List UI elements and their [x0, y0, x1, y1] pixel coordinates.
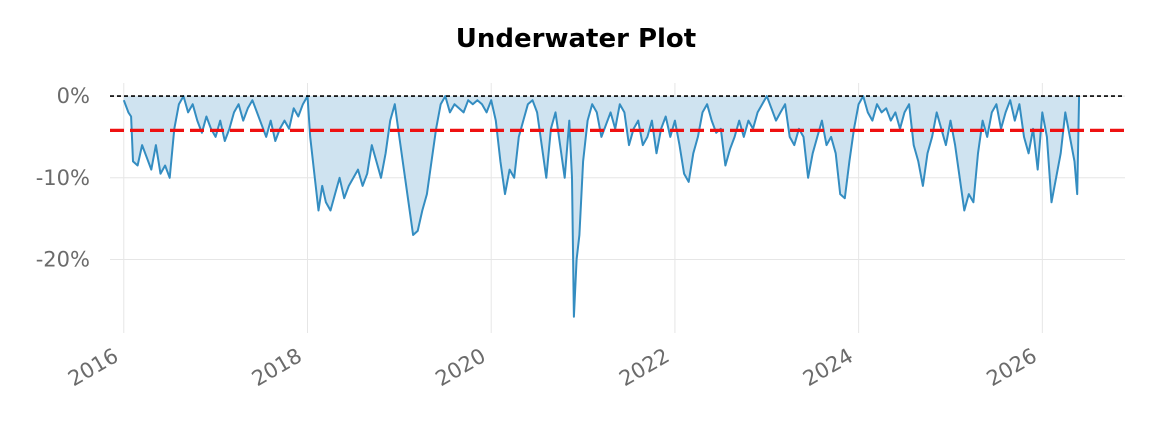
drawdown-fill — [123, 96, 1080, 317]
y-axis-ticks: 0% -10% -20% — [36, 84, 90, 271]
y-tick-label: -10% — [36, 166, 90, 190]
x-tick-label: 2018 — [248, 344, 306, 392]
chart-title: Underwater Plot — [456, 24, 696, 54]
y-tick-label: -20% — [36, 247, 90, 271]
x-tick-label: 2020 — [431, 344, 489, 392]
y-tick-label: 0% — [57, 84, 90, 108]
x-tick-label: 2026 — [983, 344, 1041, 392]
reference-lines — [110, 95, 1125, 132]
x-axis-ticks: 2016 2018 2020 2022 2024 2026 — [64, 344, 1041, 392]
x-tick-label: 2022 — [615, 344, 673, 392]
x-tick-label: 2024 — [799, 344, 857, 392]
x-tick-label: 2016 — [64, 344, 122, 392]
drawdown-area — [122, 95, 1081, 318]
drawdown-line — [122, 95, 1081, 318]
